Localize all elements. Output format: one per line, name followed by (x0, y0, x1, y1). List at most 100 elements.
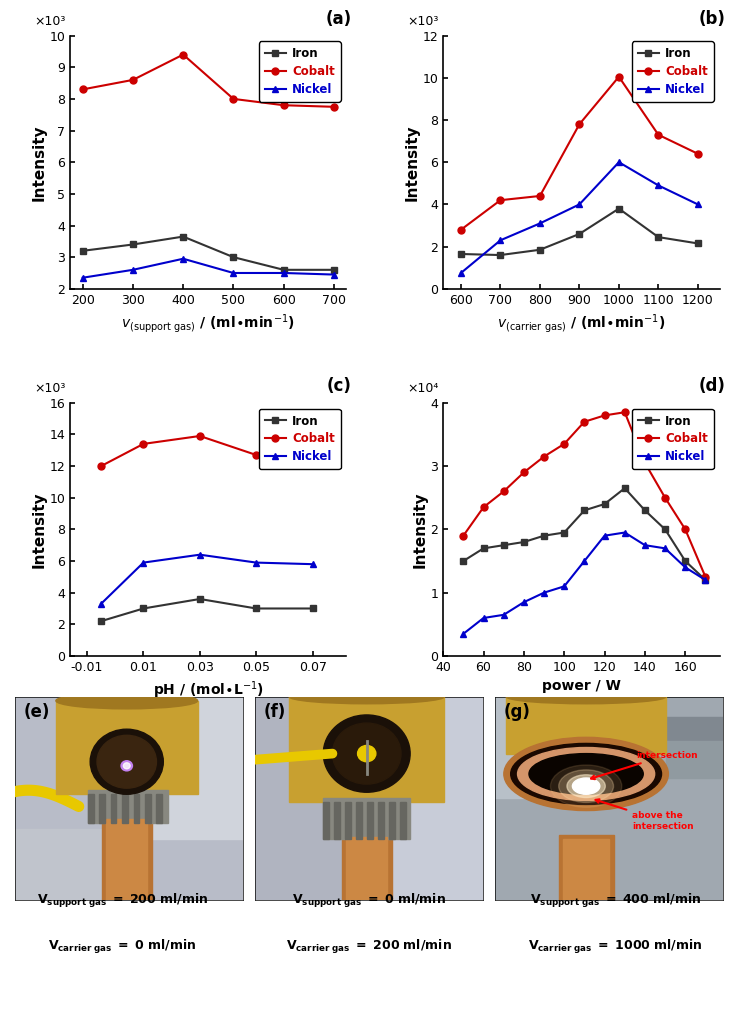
Text: $\mathbf{V}$$_{\mathbf{support\ gas}}$$\mathbf{\ =\ 400\ ml/min}$: $\mathbf{V}$$_{\mathbf{support\ gas}}$$\… (530, 892, 701, 910)
Nickel (654, 179, 663, 191)
Nickel (661, 542, 669, 554)
Cobalt (500, 485, 508, 497)
Circle shape (323, 715, 410, 792)
Bar (334, 802, 339, 839)
Iron (78, 245, 87, 257)
Nickel (539, 587, 548, 599)
Bar (563, 839, 609, 900)
Nickel (196, 548, 204, 560)
Legend: Iron, Cobalt, Nickel: Iron, Cobalt, Nickel (632, 409, 714, 469)
Bar (123, 794, 128, 823)
Nickel (229, 266, 238, 279)
Ellipse shape (573, 778, 600, 794)
Nickel (575, 198, 584, 211)
Cobalt (654, 129, 663, 141)
Nickel (694, 198, 703, 211)
X-axis label: power / W: power / W (542, 679, 621, 694)
Cobalt (520, 466, 528, 478)
Cobalt (308, 454, 317, 466)
Ellipse shape (517, 747, 655, 800)
Nickel (179, 252, 187, 264)
Nickel (97, 598, 106, 610)
Iron (600, 498, 609, 511)
Iron (329, 263, 338, 276)
Nickel (701, 574, 710, 586)
Text: (e): (e) (24, 703, 50, 721)
Text: (c): (c) (327, 377, 352, 396)
Ellipse shape (529, 754, 644, 794)
Nickel (580, 555, 589, 567)
Iron (308, 602, 317, 614)
Iron (661, 524, 669, 536)
Cobalt (457, 224, 466, 236)
Nickel (500, 609, 508, 621)
Circle shape (121, 761, 132, 771)
Line: Nickel: Nickel (460, 529, 709, 638)
Iron (520, 536, 528, 548)
Iron (128, 238, 137, 250)
Cobalt (252, 448, 261, 461)
Cobalt (575, 118, 584, 130)
Nickel (308, 558, 317, 571)
Nickel (479, 612, 488, 624)
Iron (457, 248, 466, 260)
Line: Iron: Iron (460, 485, 709, 584)
Ellipse shape (575, 780, 597, 792)
Nickel (279, 266, 288, 279)
Bar (323, 798, 410, 839)
Circle shape (358, 745, 376, 762)
Bar (655, 717, 723, 747)
Bar (369, 697, 483, 900)
Text: (f): (f) (264, 703, 286, 721)
Bar (15, 829, 129, 900)
Iron (621, 482, 630, 494)
Line: Nickel: Nickel (458, 159, 701, 277)
Line: Cobalt: Cobalt (79, 51, 337, 110)
Cobalt (560, 437, 569, 450)
Text: $\mathbf{V}$$_{\mathbf{carrier\ gas}}$$\mathbf{\ =\ 0\ ml/min}$: $\mathbf{V}$$_{\mathbf{carrier\ gas}}$$\… (48, 938, 197, 956)
Cobalt (97, 460, 106, 472)
Legend: Iron, Cobalt, Nickel: Iron, Cobalt, Nickel (632, 42, 714, 102)
Y-axis label: Intensity: Intensity (413, 491, 427, 567)
Cobalt (600, 409, 609, 421)
Bar (389, 802, 395, 839)
Bar (106, 819, 148, 900)
Cobalt (229, 93, 238, 105)
Bar (323, 802, 328, 839)
Cobalt (128, 74, 137, 86)
Iron (681, 555, 690, 567)
Circle shape (90, 729, 163, 794)
Iron (500, 539, 508, 551)
Nickel (681, 561, 690, 574)
Legend: Iron, Cobalt, Nickel: Iron, Cobalt, Nickel (259, 409, 340, 469)
X-axis label: pH / (mol$\bullet$L$^{-1}$): pH / (mol$\bullet$L$^{-1}$) (153, 679, 263, 701)
Nickel (621, 527, 630, 539)
Text: (a): (a) (326, 10, 352, 28)
Cobalt (641, 457, 649, 469)
X-axis label: $v_{\rm (support\ gas)}$ / (ml$\bullet$min$^{-1}$): $v_{\rm (support\ gas)}$ / (ml$\bullet$m… (121, 312, 295, 336)
Bar (494, 697, 609, 798)
X-axis label: $v_{\rm (carrier\ gas)}$ / (ml$\bullet$min$^{-1}$): $v_{\rm (carrier\ gas)}$ / (ml$\bullet$m… (497, 312, 666, 336)
Text: $\mathbf{V}$$_{\mathbf{support\ gas}}$$\mathbf{\ =\ 0\ ml/min}$: $\mathbf{V}$$_{\mathbf{support\ gas}}$$\… (292, 892, 446, 910)
Bar (88, 790, 168, 823)
Iron (229, 251, 238, 263)
Nickel (139, 556, 148, 569)
Bar (368, 802, 373, 839)
Bar (346, 837, 387, 900)
Circle shape (332, 723, 401, 784)
Bar (102, 815, 152, 900)
Text: ×10⁴: ×10⁴ (407, 382, 438, 396)
Cobalt (139, 437, 148, 450)
Iron (536, 244, 545, 256)
Iron (97, 615, 106, 627)
Text: (b): (b) (698, 10, 725, 28)
Iron (179, 231, 187, 243)
Line: Iron: Iron (458, 205, 701, 258)
Iron (701, 574, 710, 586)
Text: $\mathbf{V}$$_{\mathbf{carrier\ gas}}$$\mathbf{\ =\ 200\ ml/min}$: $\mathbf{V}$$_{\mathbf{carrier\ gas}}$$\… (286, 938, 452, 956)
Line: Cobalt: Cobalt (97, 432, 316, 470)
Line: Nickel: Nickel (79, 255, 337, 282)
Cobalt (621, 406, 630, 418)
Bar (140, 697, 244, 839)
Cobalt (661, 491, 669, 503)
